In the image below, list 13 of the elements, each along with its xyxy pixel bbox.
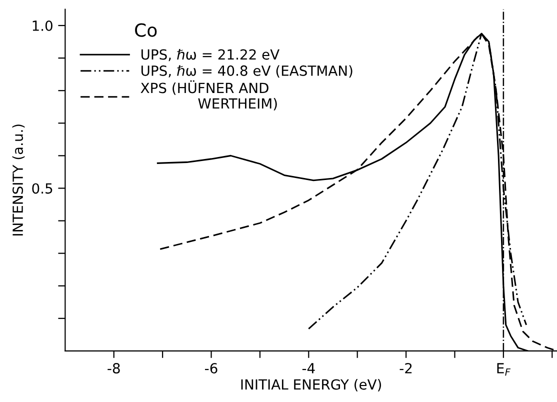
legend-label: UPS, ℏω = 21.22 eV	[141, 48, 280, 62]
x-tick-label: -6	[205, 362, 218, 374]
x-tick-label: -2	[400, 362, 412, 374]
y-tick-label: 1.0	[32, 20, 52, 31]
annotation: Co	[135, 23, 157, 37]
x-tick-label: -8	[108, 362, 120, 374]
y-axis-title: INTENSITY (a.u.)	[12, 124, 25, 236]
legend-label: UPS, ℏω = 40.8 eV (EASTMAN)	[141, 65, 352, 78]
x-axis-title: INITIAL ENERGY (eV)	[241, 378, 382, 392]
y-tick-label: 0.5	[32, 183, 52, 194]
legend-label: XPS (HÜFNER AND WERTHEIM)	[140, 80, 277, 110]
x-tick-label: -4	[302, 363, 315, 374]
x-tick-label: E$_{F}$	[497, 363, 511, 376]
